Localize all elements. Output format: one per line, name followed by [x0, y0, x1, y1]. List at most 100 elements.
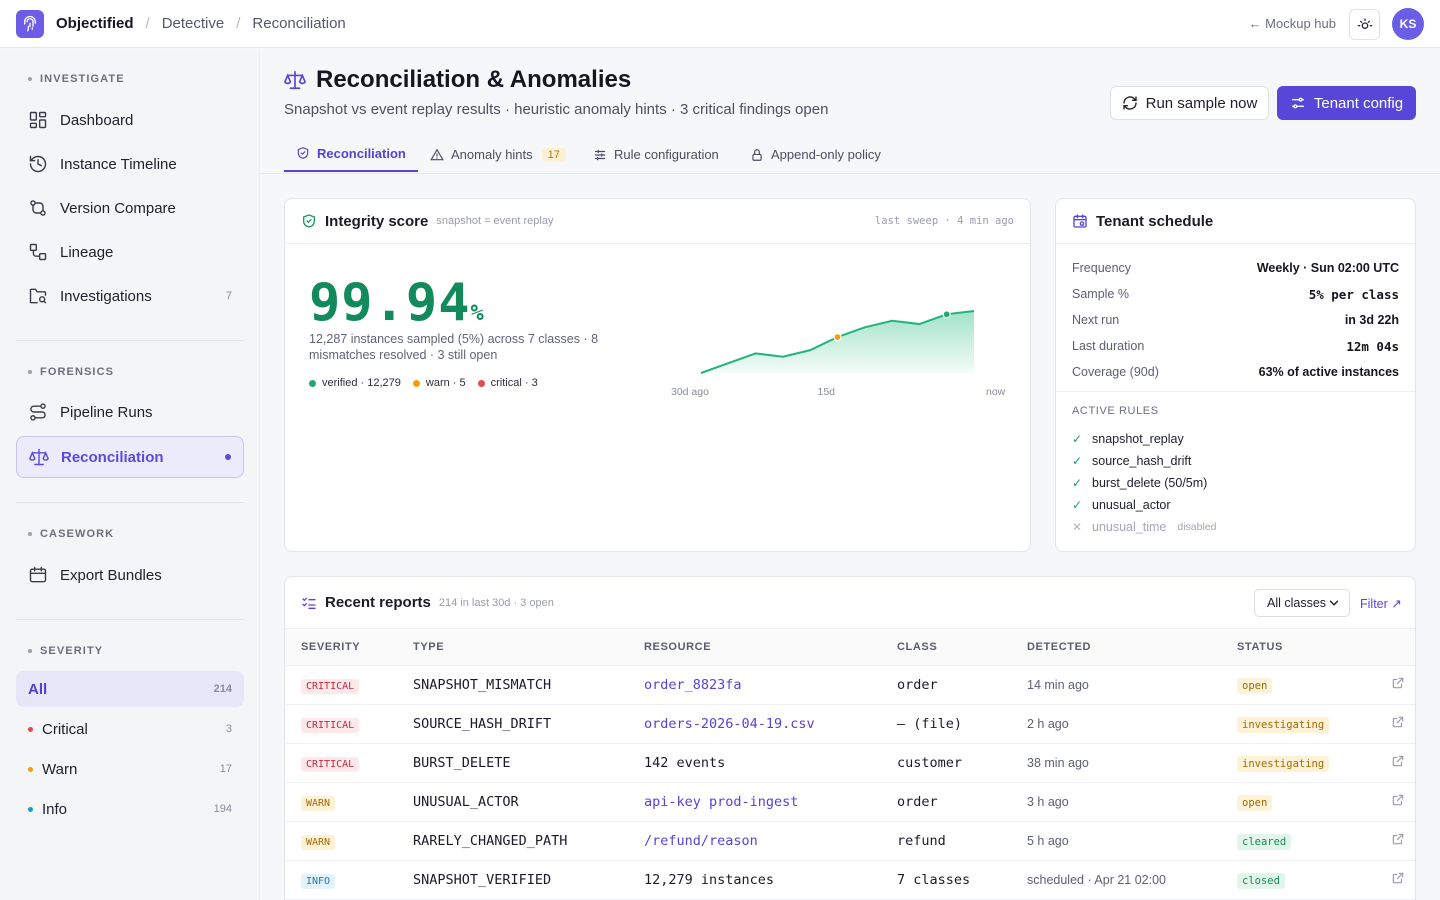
sidebar-item-export-bundles[interactable]: Export Bundles	[16, 555, 244, 595]
avatar[interactable]: KS	[1392, 8, 1424, 40]
warning-icon	[430, 148, 444, 160]
table-row[interactable]: WARN UNUSUAL_ACTOR api-key prod-ingest orde…	[285, 782, 1415, 822]
severity-badge: CRITICAL	[301, 679, 360, 694]
column-header[interactable]: SEVERITY	[285, 630, 397, 666]
mockup-hub-link[interactable]: ← Mockup hub	[1248, 16, 1336, 31]
external-link-icon[interactable]	[1391, 793, 1405, 807]
page-subtitle: Snapshot vs event replay results · heuri…	[284, 101, 829, 118]
card-hint: snapshot = event replay	[436, 215, 554, 227]
external-link-icon[interactable]	[1391, 715, 1405, 729]
severity-filter-all[interactable]: All 214	[16, 671, 244, 707]
rule-item-disabled: ✕ unusual_time disabled	[1072, 520, 1217, 534]
integrity-score-value: 99.94%	[309, 273, 484, 333]
sidebar-item-label: Export Bundles	[60, 566, 162, 584]
schedule-row: Sample % 5% per class	[1072, 287, 1399, 302]
chart-point[interactable]	[833, 333, 842, 342]
resource-link[interactable]: /refund/reason	[644, 832, 758, 849]
severity-filter-critical[interactable]: Critical 3	[16, 711, 244, 747]
sidebar-item-version-compare[interactable]: Version Compare	[16, 188, 244, 228]
severity-dot	[28, 726, 33, 732]
sidebar-item-pipeline-runs[interactable]: Pipeline Runs	[16, 392, 244, 432]
chart-point[interactable]	[942, 310, 951, 319]
resource-link[interactable]: api-key prod-ingest	[644, 793, 799, 810]
tab-rule-configuration[interactable]: Rule configuration	[581, 136, 731, 173]
status-badge: open	[1237, 795, 1273, 811]
tab-anomaly-hints[interactable]: Anomaly hints 17	[418, 136, 578, 173]
column-header[interactable]: RESOURCE	[628, 630, 881, 666]
score-description: 12,287 instances sampled (5%) across 7 c…	[309, 332, 599, 362]
divider	[16, 502, 244, 503]
breadcrumb-item[interactable]: Detective	[161, 15, 225, 32]
resource-cell: /refund/reason	[628, 821, 881, 861]
active-indicator	[225, 454, 231, 460]
class-filter-select[interactable]: All classes	[1254, 589, 1350, 617]
severity-cell: WARN	[285, 821, 397, 861]
severity-filter-info[interactable]: Info 194	[16, 791, 244, 827]
chevron-down-icon	[1329, 600, 1339, 606]
severity-badge: CRITICAL	[301, 757, 360, 772]
action-cell	[1375, 782, 1415, 822]
external-link-icon[interactable]	[1391, 754, 1405, 768]
sidebar-item-lineage[interactable]: Lineage	[16, 232, 244, 272]
table-row[interactable]: INFO SNAPSHOT_VERIFIED 12,279 instances 7 c…	[285, 860, 1415, 900]
external-link-icon[interactable]	[1391, 832, 1405, 846]
sidebar-item-instance-timeline[interactable]: Instance Timeline	[16, 144, 244, 184]
column-header[interactable]: DETECTED	[1011, 630, 1221, 666]
tab-reconciliation[interactable]: Reconciliation	[284, 136, 418, 172]
table-row[interactable]: CRITICAL SNAPSHOT_MISMATCH order_8823fa ord…	[285, 665, 1415, 705]
type-cell: UNUSUAL_ACTOR	[397, 782, 628, 822]
active-rules-label: ACTIVE RULES	[1072, 405, 1159, 417]
status-cell: open	[1221, 782, 1375, 822]
breadcrumb: Objectified / Detective / Reconciliation	[56, 15, 346, 32]
column-header[interactable]: STATUS	[1221, 630, 1375, 666]
table-row[interactable]: WARN RARELY_CHANGED_PATH/refund/reason ref…	[285, 821, 1415, 861]
count-badge: 214	[213, 683, 232, 695]
button-label: Run sample now	[1145, 94, 1258, 112]
top-bar: Objectified / Detective / Reconciliation…	[0, 0, 1440, 48]
filter-link[interactable]: Filter ↗	[1360, 597, 1402, 611]
table-row[interactable]: CRITICAL SOURCE_HASH_DRIFT orders-2026-04-…	[285, 704, 1415, 744]
column-header[interactable]: CLASS	[881, 630, 1011, 666]
legend-item-warn: warn · 5	[412, 377, 466, 389]
sidebar-item-label: Version Compare	[60, 199, 176, 217]
external-link-icon[interactable]	[1391, 871, 1405, 885]
external-link-icon[interactable]	[1391, 676, 1405, 690]
resource-text: 142 events	[644, 754, 726, 771]
status-cell: closed	[1221, 860, 1375, 900]
count-badge: 3	[225, 723, 232, 735]
sidebar-item-label: Lineage	[60, 243, 114, 261]
status-badge: cleared	[1237, 834, 1292, 850]
card-header: Recent reports 214 in last 30d · 3 open	[285, 577, 1415, 629]
calendar-clock-icon	[1073, 214, 1087, 228]
resource-link[interactable]: orders-2026-04-19.csv	[644, 715, 815, 732]
class-cell: 7 classes	[881, 860, 1011, 900]
type-cell: SOURCE_HASH_DRIFT	[397, 704, 628, 744]
lineage-icon	[29, 243, 47, 261]
resource-cell: orders-2026-04-19.csv	[628, 704, 881, 744]
tenant-config-button[interactable]: Tenant config	[1277, 86, 1416, 120]
x-tick-label: now	[986, 386, 1006, 398]
action-cell	[1375, 665, 1415, 705]
column-header-actions	[1375, 630, 1415, 666]
section-label-investigate: INVESTIGATE	[28, 73, 125, 85]
brand-name[interactable]: Objectified	[56, 15, 134, 32]
sidebar-item-reconciliation[interactable]: Reconciliation	[16, 436, 244, 478]
resource-link[interactable]: order_8823fa	[644, 676, 742, 693]
sidebar-item-investigations[interactable]: Investigations 7	[16, 276, 244, 316]
severity-badge: CRITICAL	[301, 718, 360, 733]
run-sample-button[interactable]: Run sample now	[1110, 86, 1269, 120]
page-title: Reconciliation & Anomalies	[284, 66, 631, 94]
x-tick-label: 15d	[818, 386, 836, 398]
sidebar-item-dashboard[interactable]: Dashboard	[16, 100, 244, 140]
tab-append-only-policy[interactable]: Append-only policy	[738, 136, 893, 173]
resource-cell: 12,279 instances	[628, 860, 881, 900]
check-icon: ✓	[1072, 432, 1083, 446]
table-row[interactable]: CRITICAL BURST_DELETE 142 events customer 38…	[285, 743, 1415, 783]
column-header[interactable]: TYPE	[397, 630, 628, 666]
list-checks-icon	[302, 597, 316, 609]
theme-toggle-button[interactable]	[1349, 9, 1380, 40]
status-cell: cleared	[1221, 821, 1375, 861]
detected-cell: 5 h ago	[1011, 821, 1221, 861]
severity-filter-warn[interactable]: Warn 17	[16, 751, 244, 787]
app-logo[interactable]	[16, 10, 44, 38]
